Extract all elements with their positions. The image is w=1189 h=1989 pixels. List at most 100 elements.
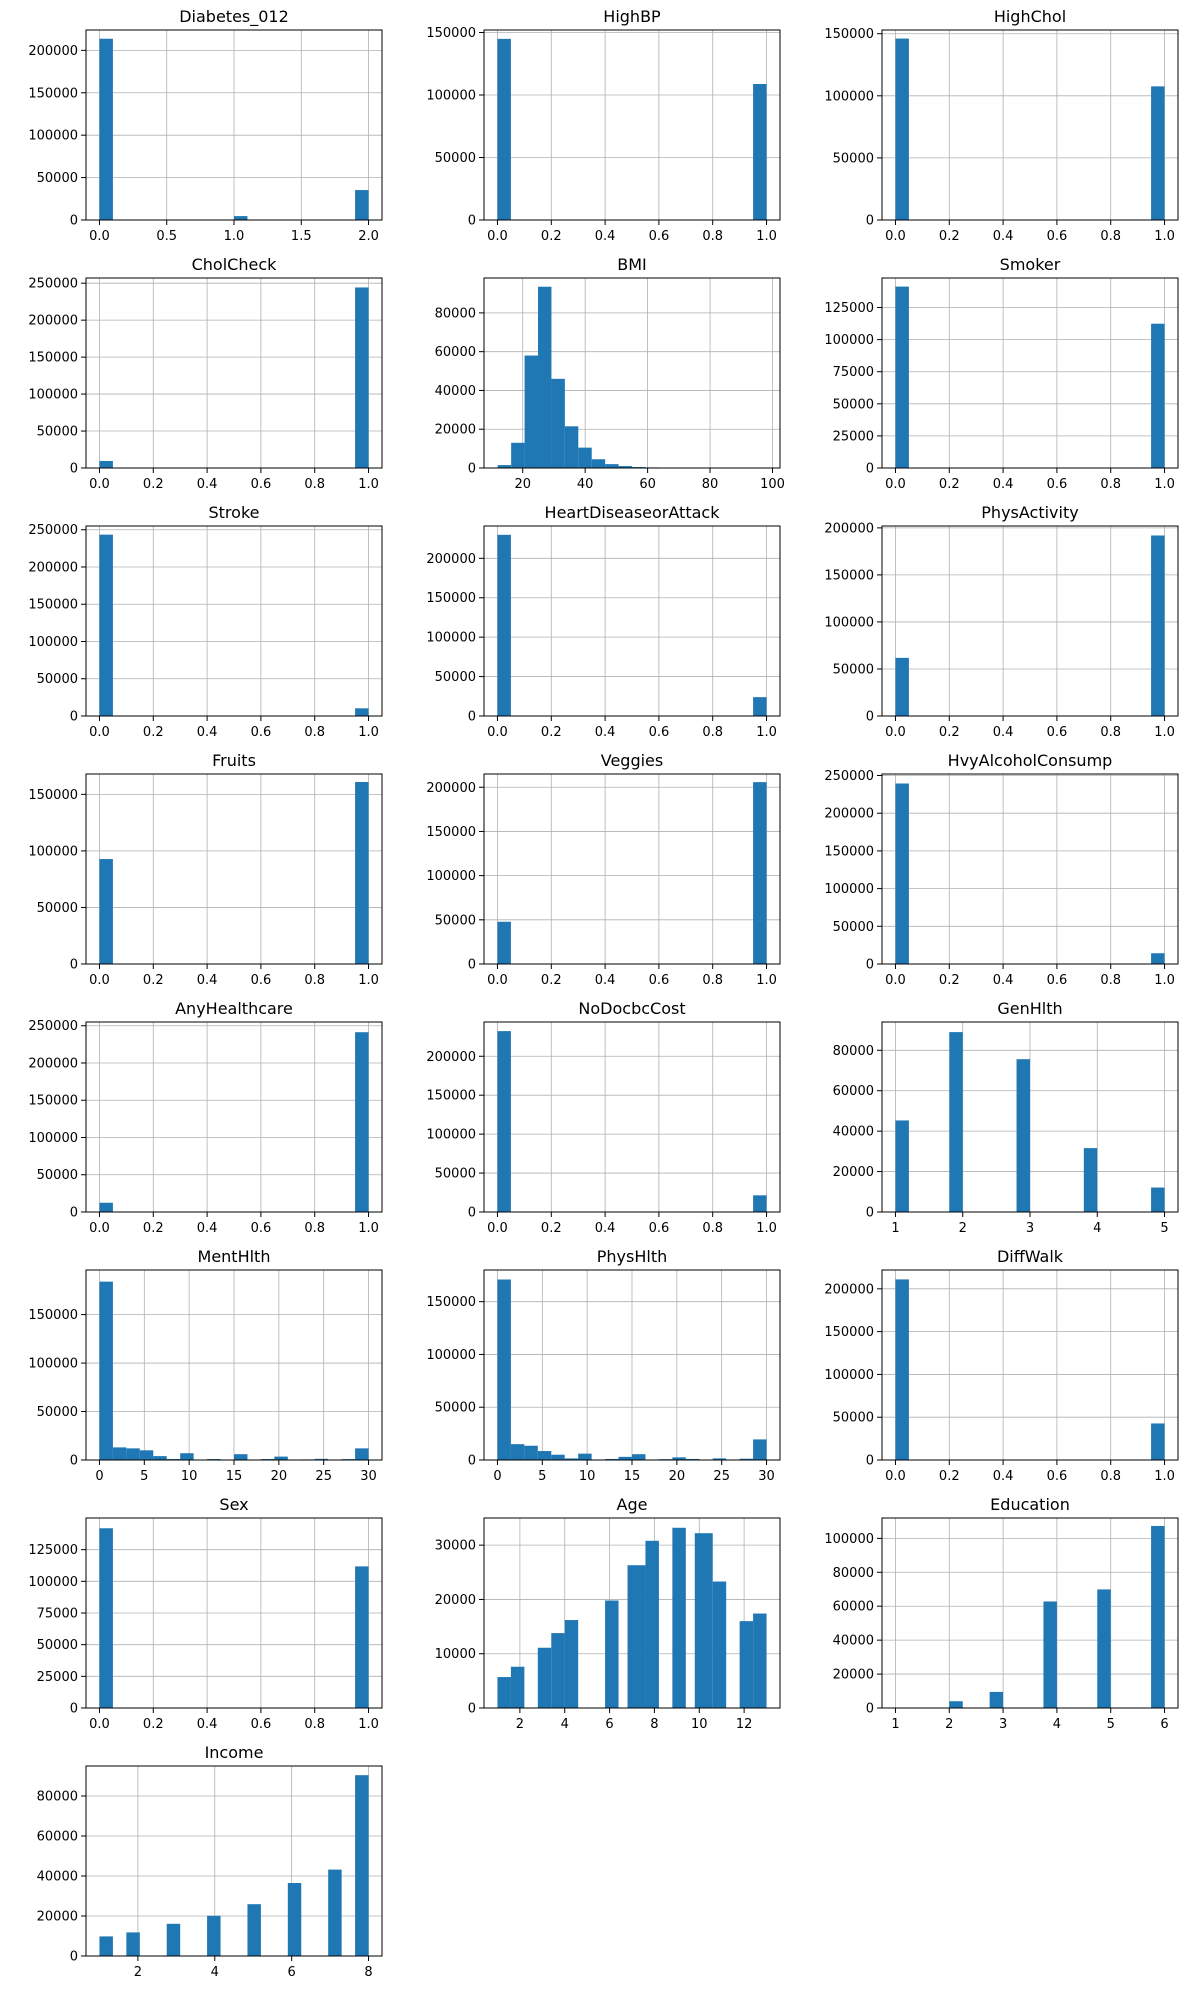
x-tick-label: 1 [891, 1221, 899, 1236]
subplot-title: Fruits [212, 751, 256, 770]
histogram-bar-1 [1151, 535, 1165, 716]
subplot-highbp: 0.0 0.2 0.4 0.6 0.8 1.0 0 50000 100000 150000 High… [426, 7, 781, 244]
x-tick-label: 0.4 [993, 973, 1014, 988]
y-tick-label: 250000 [28, 277, 78, 292]
x-tick-label: 0.8 [702, 973, 723, 988]
y-tick-label: 0 [468, 710, 476, 725]
y-tick-label: 20000 [435, 423, 476, 438]
histogram-bar-16 [712, 1458, 727, 1460]
x-tick-label: 0.4 [993, 725, 1014, 740]
histogram-bar-13 [274, 1456, 288, 1460]
x-tick-label: 0.2 [939, 229, 960, 244]
x-tick-label: 0 [95, 1469, 103, 1484]
histogram-bar-8 [672, 1527, 686, 1708]
y-tick-label: 200000 [28, 44, 78, 59]
histogram-bar-0 [895, 1279, 909, 1460]
histogram-bar-0 [99, 859, 113, 964]
subplot-fruits: 0.0 0.2 0.4 0.6 0.8 1.0 0 50000 100000 150000 Frui… [28, 751, 383, 988]
y-tick-label: 60000 [37, 1830, 78, 1845]
axes-frame [85, 1765, 383, 1957]
histogram-bar-1 [510, 1666, 525, 1708]
subplot-veggies: 0.0 0.2 0.4 0.6 0.8 1.0 0 50000 100000 150000 2000… [426, 751, 781, 988]
x-tick-label: 80 [702, 477, 719, 492]
x-tick-label: 1.0 [358, 1717, 379, 1732]
subplot-title: HighChol [994, 7, 1066, 26]
histogram-bar-1 [1151, 323, 1165, 468]
axes-frame [483, 277, 781, 469]
x-tick-label: 0.8 [304, 725, 325, 740]
x-tick-label: 1.0 [756, 973, 777, 988]
x-tick-label: 0.8 [702, 1221, 723, 1236]
x-tick-label: 0.8 [1100, 1469, 1121, 1484]
y-tick-label: 20000 [833, 1165, 874, 1180]
x-tick-label: 2 [134, 1965, 142, 1980]
histogram-bar-3 [1043, 1601, 1057, 1708]
y-tick-label: 50000 [37, 425, 78, 440]
histogram-bar-2 [1016, 1059, 1030, 1212]
histogram-bar-0 [895, 657, 909, 716]
histogram-bar-11 [739, 1621, 754, 1708]
y-tick-label: 0 [468, 1702, 476, 1717]
x-tick-label: 20 [669, 1469, 686, 1484]
x-tick-label: 0.2 [143, 725, 164, 740]
x-tick-label: 0.0 [885, 229, 906, 244]
histogram-bar-0 [497, 38, 511, 220]
y-tick-label: 250000 [824, 769, 874, 784]
histogram-bar-5 [287, 1883, 302, 1956]
x-tick-label: 0.2 [939, 1469, 960, 1484]
histogram-bar-0 [895, 783, 909, 964]
subplot-title: PhysHlth [597, 1247, 667, 1266]
histogram-bar-1 [355, 287, 369, 468]
x-tick-label: 4 [1093, 1221, 1101, 1236]
x-tick-label: 6 [288, 1965, 296, 1980]
histogram-bar-0 [99, 1936, 113, 1956]
histogram-bar-2 [355, 190, 369, 220]
x-tick-label: 1.0 [756, 229, 777, 244]
histogram-bar-0 [99, 38, 113, 221]
subplot-bmi: 20 40 60 80 100 0 20000 40000 60000 80000 BMI [435, 255, 785, 492]
histogram-bar-0 [497, 921, 511, 964]
y-tick-label: 250000 [28, 1019, 78, 1034]
subplot-title: Income [205, 1743, 264, 1762]
y-tick-label: 60000 [833, 1600, 874, 1615]
x-tick-label: 2 [516, 1717, 524, 1732]
histogram-bar-1 [510, 1444, 525, 1460]
histogram-bar-2 [166, 1923, 181, 1956]
axes-frame [881, 525, 1179, 717]
x-tick-label: 0.8 [304, 477, 325, 492]
histogram-bar-2 [524, 355, 539, 468]
histogram-bar-4 [1097, 1589, 1111, 1708]
x-tick-label: 0.0 [89, 1221, 110, 1236]
x-tick-label: 0.0 [89, 1717, 110, 1732]
x-tick-label: 0.0 [89, 973, 110, 988]
subplot-title: PhysActivity [981, 503, 1078, 522]
y-tick-label: 100000 [426, 631, 476, 646]
histogram-bar-4 [551, 378, 565, 468]
y-tick-label: 50000 [833, 151, 874, 166]
histogram-bar-0 [497, 1279, 511, 1460]
x-tick-label: 6 [1160, 1717, 1168, 1732]
x-tick-label: 12 [736, 1717, 753, 1732]
x-tick-label: 1.0 [1154, 973, 1175, 988]
subplot-title: AnyHealthcare [175, 999, 293, 1018]
histogram-bar-5 [564, 1458, 579, 1460]
x-tick-label: 20 [514, 477, 531, 492]
y-tick-label: 100000 [28, 1357, 78, 1372]
x-tick-label: 0.0 [487, 1221, 508, 1236]
x-tick-label: 1.0 [1154, 1469, 1175, 1484]
x-tick-label: 0.6 [251, 1717, 272, 1732]
y-tick-label: 50000 [37, 1168, 78, 1183]
histogram-bar-6 [328, 1869, 342, 1956]
y-tick-label: 10000 [435, 1647, 476, 1662]
x-tick-label: 0.6 [649, 973, 670, 988]
subplot-physhlth: 0 5 10 15 20 25 30 0 50000 100000 150000 PhysHlth [426, 1247, 781, 1484]
x-tick-label: 0.4 [993, 477, 1014, 492]
y-tick-label: 100000 [824, 882, 874, 897]
y-tick-label: 40000 [435, 384, 476, 399]
x-tick-label: 25 [315, 1469, 332, 1484]
x-tick-label: 0.8 [304, 973, 325, 988]
y-tick-label: 0 [866, 1206, 874, 1221]
histogram-bar-14 [685, 1458, 700, 1460]
y-tick-label: 0 [468, 958, 476, 973]
